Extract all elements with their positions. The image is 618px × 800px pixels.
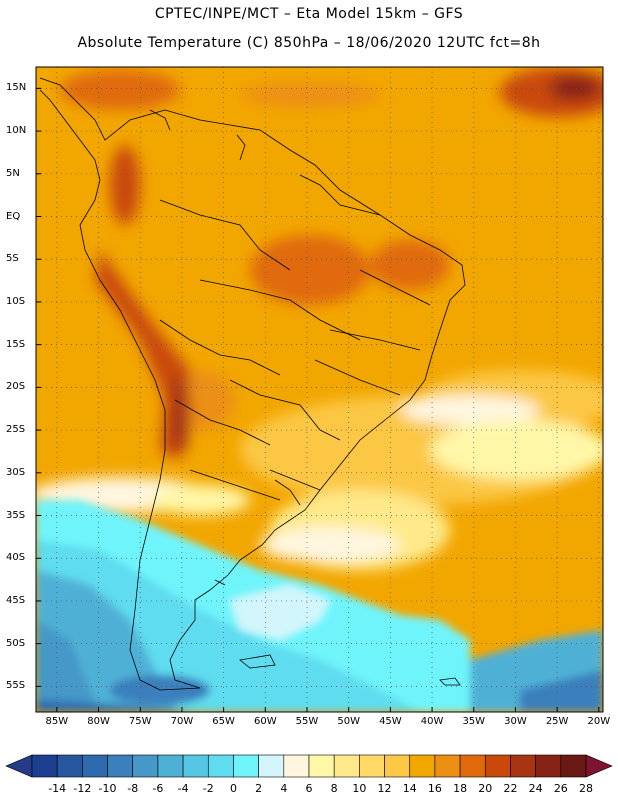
colorbar-swatch — [560, 754, 587, 778]
colorbar-label: 24 — [528, 782, 543, 795]
lon-label: 70W — [170, 716, 194, 727]
colorbar-label: -10 — [98, 782, 117, 795]
colorbar-swatch — [308, 754, 335, 778]
colorbar-label: 8 — [330, 782, 338, 795]
colorbar-swatch — [258, 754, 285, 778]
axis-ticks — [36, 87, 600, 712]
colorbar-swatch — [182, 754, 209, 778]
colorbar-swatch — [384, 754, 411, 778]
lat-label: 45S — [6, 594, 26, 606]
colorbar-label: 12 — [377, 782, 392, 795]
colorbar-label: 0 — [229, 782, 237, 795]
lon-label: 85W — [45, 716, 69, 727]
lon-label: 25W — [545, 716, 569, 727]
lat-label: 20S — [6, 381, 26, 393]
colorbar-label: -4 — [177, 782, 189, 795]
colorbar-swatch — [233, 754, 259, 778]
colorbar-swatch — [82, 754, 108, 778]
colorbar-label: 26 — [553, 782, 568, 795]
colorbar-over-arrow — [585, 754, 613, 778]
lat-label: 5N — [6, 167, 20, 179]
colorbar-label: -8 — [127, 782, 139, 795]
lon-label: 30W — [504, 716, 527, 727]
colorbar-label: 10 — [352, 782, 367, 795]
lon-label: 75W — [128, 716, 152, 727]
colorbar-swatch — [56, 754, 83, 778]
colorbar-under-arrow — [5, 754, 33, 778]
colorbar — [5, 754, 613, 778]
lat-label: 25S — [6, 424, 26, 436]
lon-label: 65W — [212, 716, 235, 727]
lat-label: 15S — [6, 338, 26, 350]
chart-title-line2: Absolute Temperature (C) 850hPa – 18/06/… — [77, 35, 541, 51]
chart-title-line1: CPTEC/INPE/MCT – Eta Model 15km – GFS — [154, 6, 464, 22]
colorbar-swatch — [409, 754, 436, 778]
colorbar-swatch — [333, 754, 360, 778]
lon-label: 55W — [295, 716, 319, 727]
colorbar-swatch — [434, 754, 461, 778]
colorbar-label: 18 — [453, 782, 468, 795]
lon-label: 20W — [587, 716, 611, 727]
coastline — [39, 77, 466, 691]
colorbar-label: 20 — [478, 782, 493, 795]
colorbar-label: 4 — [280, 782, 288, 795]
colorbar-label: 14 — [402, 782, 417, 795]
colorbar-label: 16 — [427, 782, 442, 795]
lon-label: 35W — [462, 716, 486, 727]
colorbar-swatch — [510, 754, 536, 778]
lon-label: 40W — [420, 716, 444, 727]
lat-label: 15N — [6, 82, 27, 94]
map-frame — [35, 66, 604, 713]
lat-label: 35S — [6, 509, 26, 521]
colorbar-swatch — [459, 754, 486, 778]
colorbar-label: -2 — [202, 782, 214, 795]
lat-label: 50S — [6, 637, 26, 649]
lon-label: 45W — [379, 716, 402, 727]
colorbar-label: -14 — [48, 782, 67, 795]
lat-label: 10N — [6, 125, 27, 137]
lon-label: 80W — [87, 716, 110, 727]
colorbar-swatch — [359, 754, 385, 778]
colorbar-swatch — [157, 754, 184, 778]
colorbar-label: 28 — [579, 782, 593, 795]
lat-label: 30S — [6, 466, 26, 478]
colorbar-label: -6 — [152, 782, 164, 795]
lon-label: 50W — [337, 716, 360, 727]
colorbar-label: 2 — [255, 782, 263, 795]
colorbar-swatch — [132, 754, 159, 778]
lat-label: 55S — [6, 680, 26, 692]
colorbar-swatch — [207, 754, 234, 778]
colorbar-swatch — [535, 754, 562, 778]
temperature-field — [36, 67, 603, 712]
lat-label: 40S — [6, 552, 26, 564]
lat-label: 10S — [6, 295, 26, 307]
colorbar-label: -12 — [73, 782, 92, 795]
lat-label: 5S — [6, 253, 19, 265]
colorbar-label: 22 — [503, 782, 518, 795]
colorbar-label: 6 — [305, 782, 313, 795]
colorbar-swatch — [31, 754, 58, 778]
lon-label: 60W — [253, 716, 277, 727]
colorbar-swatch — [484, 754, 511, 778]
lat-label: EQ — [6, 210, 21, 222]
colorbar-swatch — [107, 754, 134, 778]
colorbar-swatch — [283, 754, 310, 778]
